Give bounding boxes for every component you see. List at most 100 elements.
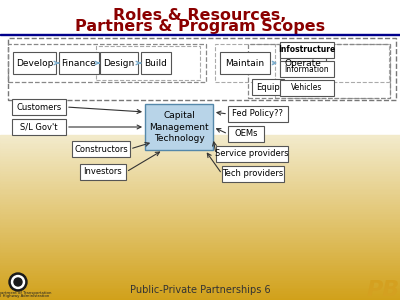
Bar xyxy=(0,174,400,176)
Bar xyxy=(0,235,400,237)
Bar xyxy=(141,52,171,74)
Bar xyxy=(0,190,400,193)
Bar xyxy=(0,200,400,203)
Circle shape xyxy=(12,275,24,289)
Bar xyxy=(100,52,138,74)
Bar xyxy=(0,260,400,262)
Bar xyxy=(0,238,400,241)
Bar xyxy=(0,265,400,267)
Bar xyxy=(0,233,400,236)
Bar xyxy=(12,99,66,115)
Bar xyxy=(0,272,400,274)
Bar xyxy=(0,172,400,175)
Bar xyxy=(0,242,400,244)
Bar xyxy=(0,167,400,170)
Text: Federal Highway Administration: Federal Highway Administration xyxy=(0,294,49,298)
Bar xyxy=(0,186,400,188)
Bar xyxy=(96,46,200,80)
Bar xyxy=(0,288,400,290)
Bar xyxy=(0,179,400,181)
Bar xyxy=(0,247,400,249)
Bar xyxy=(0,215,400,217)
Bar xyxy=(0,252,400,254)
Bar xyxy=(0,169,400,171)
Bar xyxy=(0,209,400,211)
Bar xyxy=(0,256,400,259)
Text: Design: Design xyxy=(103,58,135,68)
Bar xyxy=(275,44,390,98)
Bar xyxy=(0,184,400,186)
Bar xyxy=(0,34,400,35)
Bar xyxy=(0,280,400,282)
Bar xyxy=(0,153,400,155)
Bar xyxy=(0,290,400,292)
Bar xyxy=(0,230,400,232)
Bar xyxy=(0,189,400,191)
Bar xyxy=(252,79,284,95)
Bar xyxy=(0,146,400,148)
Text: Customers: Customers xyxy=(16,103,62,112)
Bar xyxy=(0,192,400,194)
Bar xyxy=(0,278,400,280)
Bar xyxy=(0,285,400,287)
Bar xyxy=(216,146,288,162)
Bar xyxy=(0,222,400,224)
Bar xyxy=(0,266,400,269)
Bar xyxy=(0,136,400,138)
Bar xyxy=(0,275,400,277)
Bar xyxy=(0,276,400,278)
Bar xyxy=(0,248,400,250)
Bar xyxy=(0,270,400,272)
Bar xyxy=(0,273,400,275)
Bar xyxy=(0,253,400,256)
Bar xyxy=(280,61,334,77)
Bar xyxy=(280,80,334,96)
Bar xyxy=(0,149,400,152)
Text: Information: Information xyxy=(285,64,329,74)
Bar xyxy=(0,219,400,221)
Text: Build: Build xyxy=(144,58,168,68)
Bar xyxy=(0,177,400,179)
Bar xyxy=(0,204,400,206)
Bar xyxy=(0,134,400,137)
Text: Develop: Develop xyxy=(16,58,53,68)
Bar xyxy=(0,268,400,270)
Bar xyxy=(0,187,400,190)
Bar xyxy=(0,262,400,264)
Bar xyxy=(0,237,400,239)
Bar xyxy=(0,229,400,231)
Text: PB: PB xyxy=(366,280,400,300)
Bar xyxy=(0,143,400,145)
Text: Infostructure: Infostructure xyxy=(278,46,336,55)
Bar xyxy=(0,138,400,140)
Bar xyxy=(0,194,400,196)
Bar xyxy=(0,296,400,298)
Bar xyxy=(0,258,400,260)
Bar xyxy=(0,156,400,158)
Bar xyxy=(0,291,400,293)
Bar xyxy=(0,159,400,161)
Bar xyxy=(72,141,130,157)
Bar xyxy=(0,255,400,257)
Bar xyxy=(0,240,400,242)
Bar xyxy=(0,232,400,234)
Text: Public-Private Partnerships 6: Public-Private Partnerships 6 xyxy=(130,285,270,295)
Bar xyxy=(0,214,400,216)
Bar xyxy=(248,44,390,98)
Bar xyxy=(0,148,400,150)
Text: Capital
Management
Technology: Capital Management Technology xyxy=(149,111,209,142)
Bar xyxy=(0,243,400,245)
Text: OEMs: OEMs xyxy=(234,130,258,139)
Text: Fed Policy??: Fed Policy?? xyxy=(232,110,284,118)
Bar xyxy=(0,217,400,219)
Bar xyxy=(0,245,400,247)
Bar xyxy=(0,281,400,284)
Text: Equip: Equip xyxy=(256,82,280,91)
Bar xyxy=(12,119,66,135)
Text: Vehicles: Vehicles xyxy=(291,83,323,92)
Bar xyxy=(0,140,400,142)
Bar xyxy=(8,38,396,100)
Bar xyxy=(0,227,400,229)
Bar xyxy=(13,52,56,74)
Text: Investors: Investors xyxy=(84,167,122,176)
